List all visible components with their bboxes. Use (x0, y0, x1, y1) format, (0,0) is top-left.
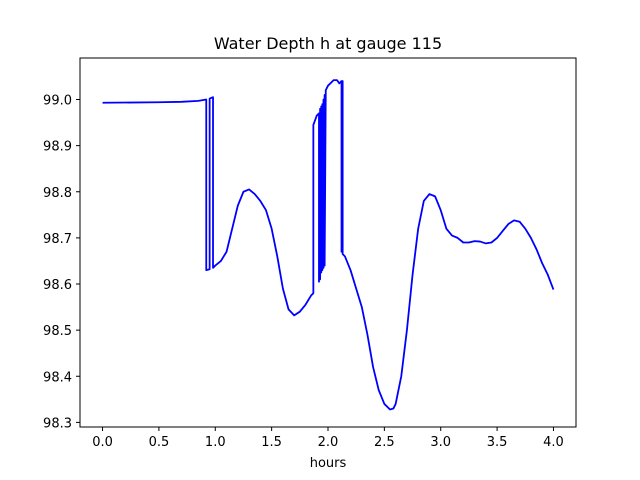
x-tick-label: 3.5 (487, 435, 508, 450)
y-tick-label: 98.5 (43, 324, 72, 339)
x-tick-label: 2.5 (374, 435, 395, 450)
x-tick-label: 0.5 (149, 435, 170, 450)
y-tick-label: 98.9 (43, 140, 72, 155)
y-axis-ticks: 98.3 98.4 98.5 98.6 98.7 98.8 98.9 99.0 (43, 94, 80, 431)
x-tick-label: 0.0 (92, 435, 113, 450)
plot-area-frame (79, 57, 577, 428)
x-tick-label: 1.5 (261, 435, 282, 450)
x-tick-label: 1.0 (205, 435, 226, 450)
x-axis-ticks: 0.0 0.5 1.0 1.5 2.0 2.5 3.0 3.5 4.0 (92, 427, 564, 450)
y-tick-label: 98.4 (43, 370, 72, 385)
x-tick-label: 2.0 (318, 435, 339, 450)
series-line-0 (102, 79, 555, 411)
x-tick-label: 3.0 (430, 435, 451, 450)
chart-title: Water Depth h at gauge 115 (214, 34, 442, 53)
y-tick-label: 99.0 (43, 94, 72, 109)
y-tick-label: 98.6 (43, 278, 72, 293)
x-tick-label: 4.0 (543, 435, 564, 450)
x-axis-label: hours (310, 456, 347, 471)
y-tick-label: 98.7 (43, 232, 72, 247)
y-tick-label: 98.8 (43, 186, 72, 201)
series-layer (102, 79, 555, 411)
y-tick-label: 98.3 (43, 416, 72, 431)
